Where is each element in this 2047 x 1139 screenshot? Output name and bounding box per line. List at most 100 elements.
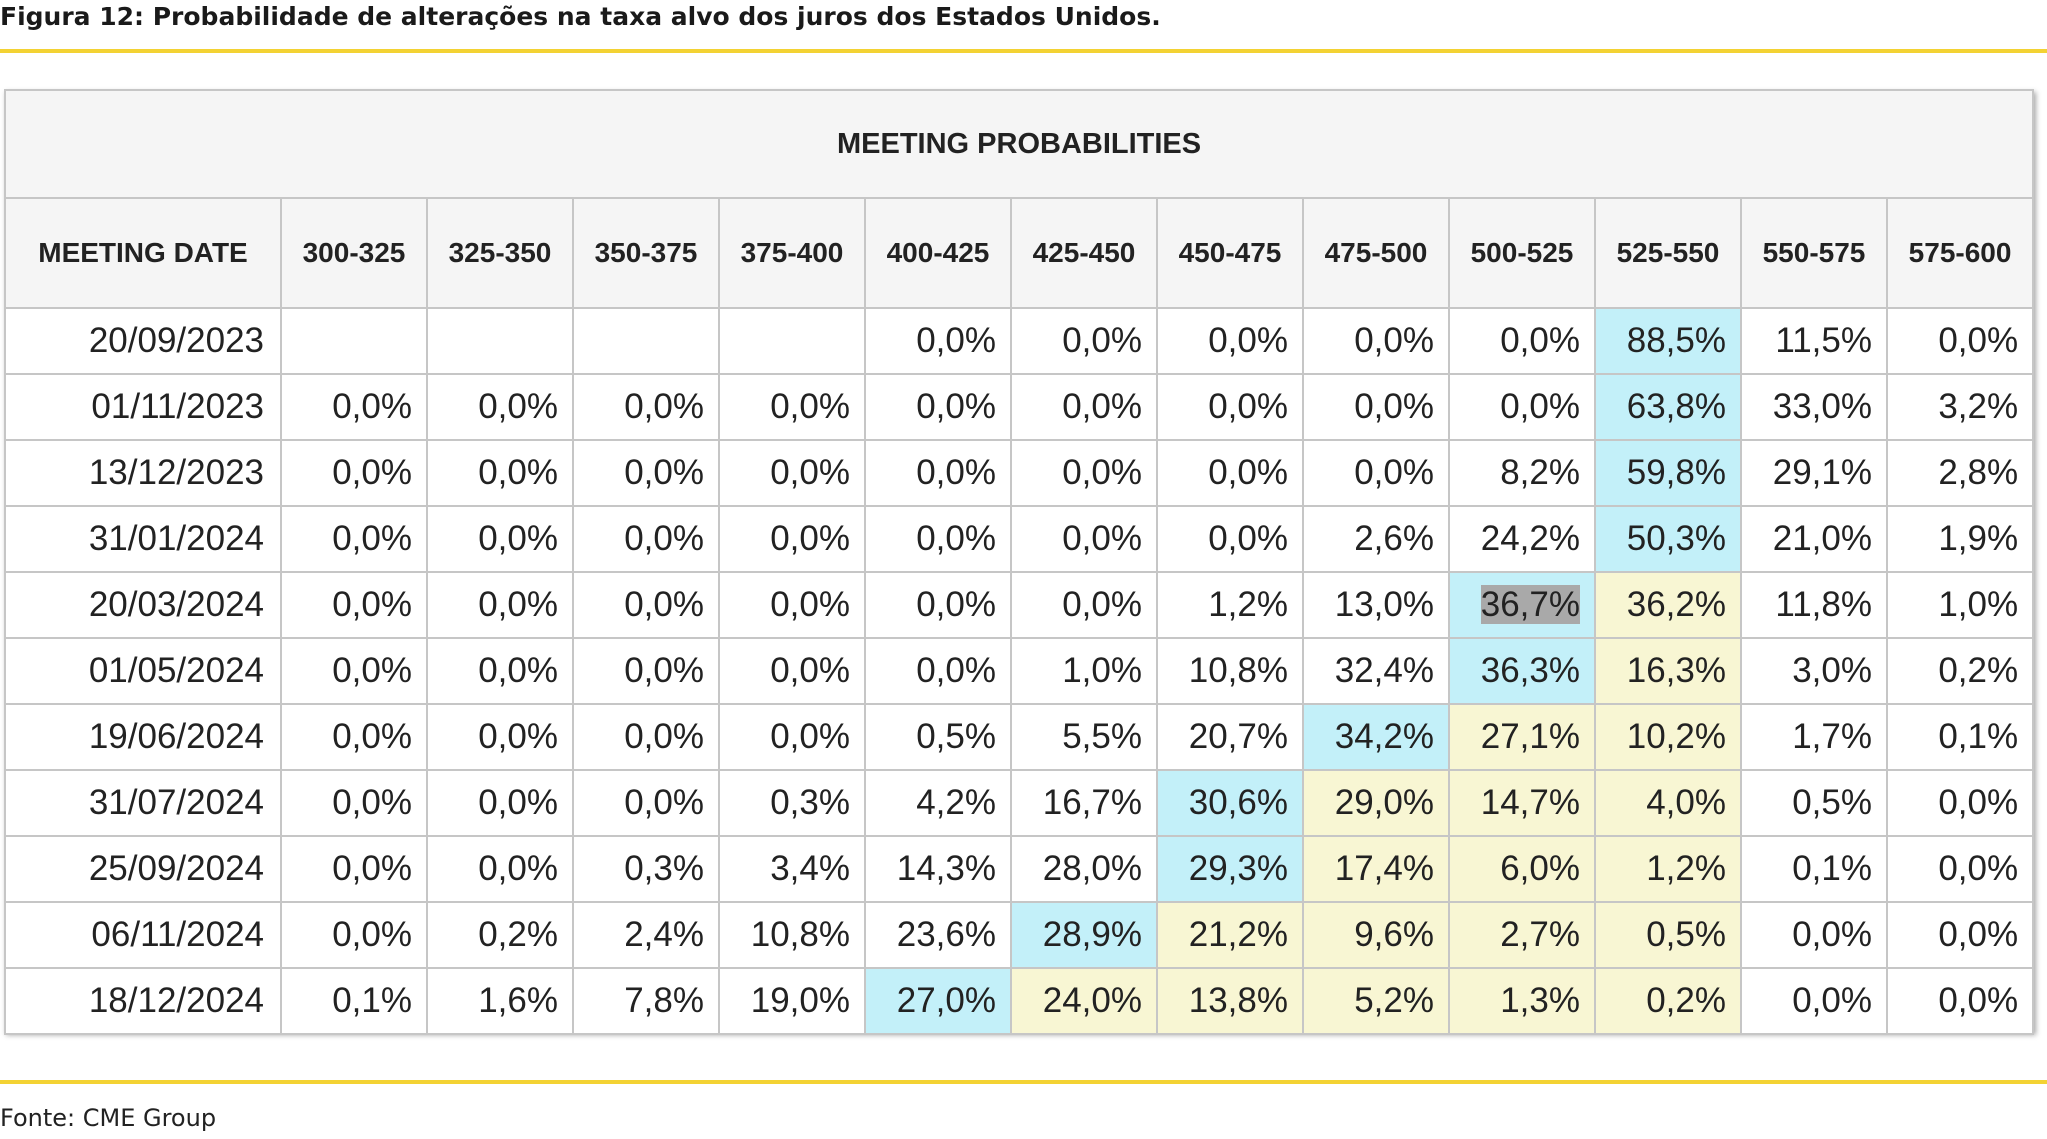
rate-range-header: 575-600 (1885, 197, 2035, 309)
table-row: 31/01/2024 0,0% 0,0% 0,0% 0,0% 0,0% 0,0% 0,0% 2,… (4, 505, 2035, 573)
table-row: 18/12/2024 0,1% 1,6% 7,8% 19,0% 27,0% 24,0% 13,… (4, 967, 2035, 1035)
probability-cell: 0,0% (572, 703, 720, 771)
rate-range-header: 450-475 (1156, 197, 1304, 309)
probability-cell: 0,0% (718, 505, 866, 573)
probability-cell-max: 27,0% (864, 967, 1012, 1035)
meeting-date-cell: 31/01/2024 (4, 505, 282, 573)
probability-cell-shaded: 17,4% (1302, 835, 1450, 903)
probability-cell: 0,5% (1740, 769, 1888, 837)
table-row: 13/12/2023 0,0% 0,0% 0,0% 0,0% 0,0% 0,0% 0,0% 0,… (4, 439, 2035, 507)
probability-cell: 0,0% (426, 703, 574, 771)
figure-title: Figura 12: Probabilidade de alterações n… (0, 2, 1161, 31)
probability-cell: 0,0% (1740, 967, 1888, 1035)
probability-cell-max: 88,5% (1594, 307, 1742, 375)
probability-cell: 2,8% (1885, 439, 2035, 507)
probability-cell-shaded: 16,3% (1594, 637, 1742, 705)
probability-cell-shaded: 0,2% (1594, 967, 1742, 1035)
probability-cell: 21,0% (1740, 505, 1888, 573)
probability-cell-shaded: 13,8% (1156, 967, 1304, 1035)
probability-cell: 0,0% (280, 637, 428, 705)
probability-cell: 0,0% (572, 373, 720, 441)
rate-range-header: 300-325 (280, 197, 428, 309)
probability-cell: 0,0% (1156, 373, 1304, 441)
probability-cell: 0,0% (1302, 307, 1450, 375)
rate-range-header: 475-500 (1302, 197, 1450, 309)
probability-cell: 0,0% (718, 703, 866, 771)
meeting-date-cell: 20/09/2023 (4, 307, 282, 375)
meeting-date-cell: 13/12/2023 (4, 439, 282, 507)
selected-value: 36,7% (1480, 585, 1580, 624)
probability-cell: 0,0% (1156, 307, 1304, 375)
probability-cell: 0,0% (864, 307, 1012, 375)
probability-cell: 0,0% (1302, 373, 1450, 441)
probability-cell-shaded: 29,0% (1302, 769, 1450, 837)
probability-cell: 0,0% (718, 571, 866, 639)
probability-cell: 0,0% (864, 571, 1012, 639)
probability-cell: 0,0% (280, 373, 428, 441)
probability-cell-max: 50,3% (1594, 505, 1742, 573)
probability-cell-max: 63,8% (1594, 373, 1742, 441)
probability-cell: 0,0% (1010, 439, 1158, 507)
probability-cell: 3,4% (718, 835, 866, 903)
probability-cell: 24,2% (1448, 505, 1596, 573)
probability-cell: 0,0% (572, 571, 720, 639)
probability-cell: 0,2% (426, 901, 574, 969)
probability-cell: 0,3% (718, 769, 866, 837)
probability-cell: 13,0% (1302, 571, 1450, 639)
meeting-date-cell: 31/07/2024 (4, 769, 282, 837)
probability-cell: 0,0% (426, 769, 574, 837)
probability-cell: 23,6% (864, 901, 1012, 969)
probability-cell: 0,0% (280, 571, 428, 639)
probability-cell: 0,0% (1885, 835, 2035, 903)
probability-cell: 0,0% (426, 571, 574, 639)
probability-cell: 20,7% (1156, 703, 1304, 771)
rate-range-header: 425-450 (1010, 197, 1158, 309)
probability-cell: 1,0% (1885, 571, 2035, 639)
table-row: 31/07/2024 0,0% 0,0% 0,0% 0,3% 4,2% 16,7% 30,6%… (4, 769, 2035, 837)
probability-cell: 5,5% (1010, 703, 1158, 771)
probability-cell-max: 29,3% (1156, 835, 1304, 903)
probability-cell: 0,0% (864, 373, 1012, 441)
table-row: 01/11/2023 0,0% 0,0% 0,0% 0,0% 0,0% 0,0% 0,0% 0,… (4, 373, 2035, 441)
meeting-date-cell: 25/09/2024 (4, 835, 282, 903)
probability-cell: 0,0% (1010, 307, 1158, 375)
probability-cell-shaded: 9,6% (1302, 901, 1450, 969)
probability-cell (718, 307, 866, 375)
table-header-row: MEETING DATE 300-325 325-350 350-375 375-40… (4, 197, 2035, 309)
probability-cell: 0,0% (1740, 901, 1888, 969)
probability-cell: 0,0% (426, 637, 574, 705)
probability-cell: 0,0% (572, 439, 720, 507)
meeting-probabilities-table: MEETING PROBABILITIES MEETING DATE 300-3… (3, 89, 2035, 1035)
probability-cell: 0,0% (864, 439, 1012, 507)
probability-cell-shaded: 1,2% (1594, 835, 1742, 903)
probability-cell-shaded: 10,2% (1594, 703, 1742, 771)
probability-cell: 33,0% (1740, 373, 1888, 441)
probability-cell-shaded: 27,1% (1448, 703, 1596, 771)
probability-cell: 8,2% (1448, 439, 1596, 507)
probability-cell: 0,0% (1156, 439, 1304, 507)
probability-cell: 2,4% (572, 901, 720, 969)
probability-cell-max: 34,2% (1302, 703, 1450, 771)
probability-cell: 0,0% (426, 505, 574, 573)
probability-cell: 0,0% (1885, 901, 2035, 969)
probability-cell: 28,0% (1010, 835, 1158, 903)
source-note: Fonte: CME Group (0, 1104, 217, 1132)
probability-cell: 0,3% (572, 835, 720, 903)
probability-cell: 0,0% (1156, 505, 1304, 573)
probability-cell: 3,0% (1740, 637, 1888, 705)
probability-cell: 16,7% (1010, 769, 1158, 837)
probability-cell-shaded: 6,0% (1448, 835, 1596, 903)
probability-cell: 0,2% (1885, 637, 2035, 705)
probability-cell: 0,0% (1448, 307, 1596, 375)
probability-cell-max: 36,3% (1448, 637, 1596, 705)
probability-cell: 0,0% (718, 373, 866, 441)
table-row: 06/11/2024 0,0% 0,2% 2,4% 10,8% 23,6% 28,9% 21,… (4, 901, 2035, 969)
table-row: 20/09/2023 0,0% 0,0% 0,0% 0,0% 0,0% 88,5% 11,5%… (4, 307, 2035, 375)
probability-cell: 0,0% (426, 373, 574, 441)
probability-cell-max: 28,9% (1010, 901, 1158, 969)
probability-cell: 1,6% (426, 967, 574, 1035)
probability-cell: 0,0% (572, 505, 720, 573)
probability-cell (572, 307, 720, 375)
table-row: 20/03/2024 0,0% 0,0% 0,0% 0,0% 0,0% 0,0% 1,2% 13… (4, 571, 2035, 639)
probability-cell: 0,0% (572, 769, 720, 837)
